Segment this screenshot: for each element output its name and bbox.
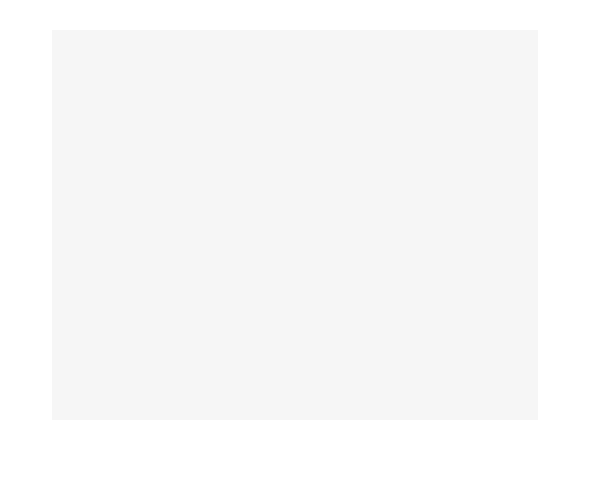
population-pyramid-chart	[0, 0, 600, 500]
chart-footer	[0, 436, 600, 442]
plot-area	[52, 30, 538, 420]
legend	[0, 0, 600, 12]
gender-header	[0, 12, 600, 30]
x-axis-ticks	[52, 422, 538, 436]
